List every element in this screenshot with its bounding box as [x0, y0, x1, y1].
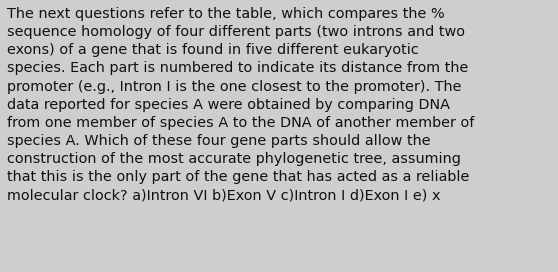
Text: The next questions refer to the table, which compares the %
sequence homology of: The next questions refer to the table, w…: [7, 7, 475, 203]
